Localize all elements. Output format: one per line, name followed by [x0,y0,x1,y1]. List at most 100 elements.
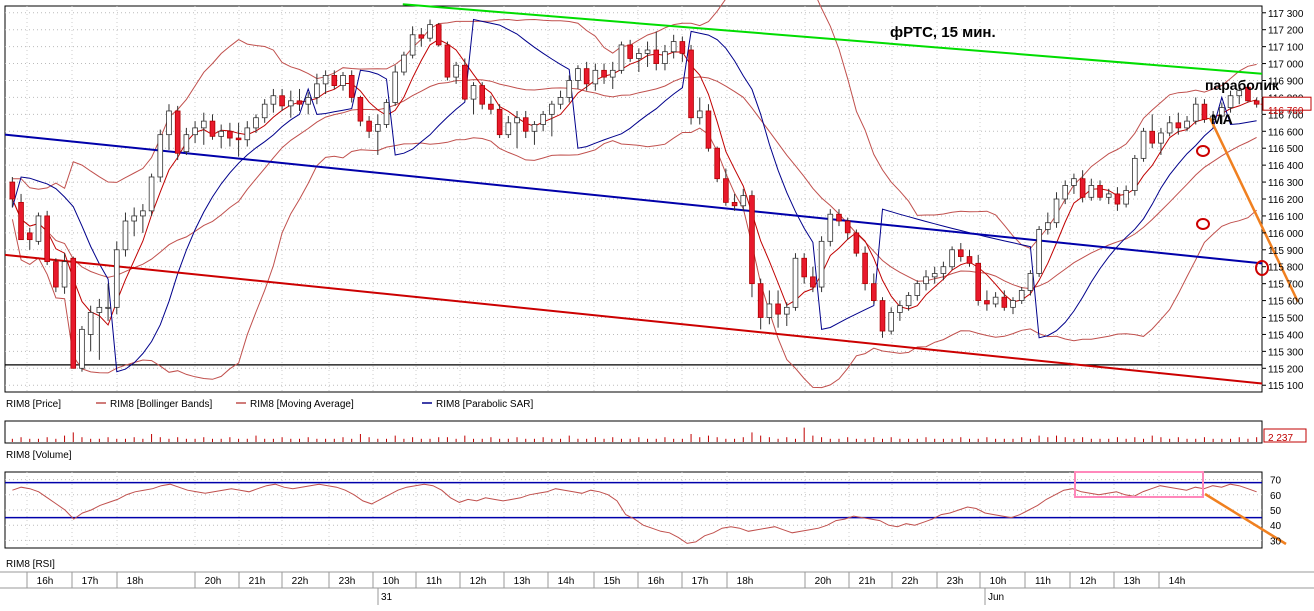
candle-body [348,75,355,98]
candle-body [1097,185,1103,198]
candle-body [1236,90,1243,97]
candle-body [540,113,546,125]
candle-body [1140,130,1147,159]
candle-body [914,283,921,296]
candle-body [200,120,207,129]
price-tick-label: 116 100 [1268,212,1304,223]
candle-body [87,312,94,335]
candle-body [853,232,860,254]
annotation-parabolic: параболик [1205,77,1280,93]
marker-circle-lower [1196,218,1210,230]
candle-body [862,252,868,285]
candle-body [514,117,520,124]
candle-body [1079,178,1086,198]
candle-body [35,215,42,242]
candle-body [1036,229,1042,274]
price-tick-label: 117 200 [1268,26,1304,37]
candle-body [26,232,33,241]
price-tick-label: 116 200 [1268,195,1304,206]
candle-body [897,305,903,313]
price-tick-label: 116 300 [1268,178,1304,189]
price-tick-label: 117 000 [1268,60,1304,71]
candle-body [818,240,825,288]
candle-body [1088,185,1095,198]
price-tick-label: 115 400 [1268,330,1304,341]
candle-body [731,201,738,207]
candle-body [1071,178,1077,186]
candle-body [1001,296,1008,308]
candle-body [992,296,999,305]
time-axis-label: 12h [1080,576,1097,587]
candle-body [827,213,834,242]
candle-body [253,117,259,129]
price-tick-label: 116 500 [1268,144,1304,155]
price-tick-label: 115 300 [1268,347,1304,358]
arrow-rsi [1204,492,1287,546]
price-tick-label: 115 700 [1268,280,1304,291]
candle-body [940,266,947,274]
candle-body [749,195,755,285]
candle-body [235,137,242,141]
price-tick-label: 117 100 [1268,43,1304,54]
time-axis-label: 12h [470,576,487,587]
candle-body [244,127,251,141]
candle-body [775,303,781,315]
candle-body [496,108,503,136]
candle-body [801,257,807,278]
candle-body [1201,103,1208,120]
time-axis-label: 18h [127,576,144,587]
bollinger-middle-line [11,76,1257,290]
price-tick-label: 116 000 [1268,229,1304,240]
price-tick-label: 116 700 [1268,110,1304,121]
candle-body [662,51,668,64]
candle-body [401,54,407,73]
candle-body [322,75,329,85]
candle-body [1053,198,1060,224]
last-price-label: 116 760 [1268,106,1304,117]
candle-body [531,124,538,132]
candle-body [157,134,164,178]
time-axis-label: 22h [902,576,919,587]
candle-body [479,85,486,105]
candle-body [209,120,216,137]
candle-body [688,49,694,119]
time-axis-label: 10h [990,576,1007,587]
candle-body [140,210,146,217]
candle-body [392,71,399,103]
last-price-box [1262,96,1312,111]
arrow-price [1208,117,1300,303]
day-label: 31 [381,592,393,603]
candle-body [618,44,625,71]
candle-body [696,110,703,119]
candle-body [183,134,190,152]
candle-body [453,64,459,78]
candle-body [427,24,433,39]
candle-body [227,130,233,139]
candle-body [1010,300,1016,308]
candle-body [766,303,773,318]
bollinger-lower-line [11,127,1257,389]
trendline-green [402,3,1263,75]
time-axis-label: 23h [947,576,964,587]
rsi-tick-label: 40 [1270,521,1282,532]
candle-body [1018,290,1025,301]
time-axis-label: 20h [205,576,222,587]
candle-body [488,103,494,110]
candle-body [905,295,912,307]
trendline-red [4,253,1263,385]
time-axis-label: 21h [859,576,876,587]
candle-body [923,276,929,285]
time-axis-label: 14h [1169,576,1186,587]
candle-body [644,49,651,54]
legend-parabolic-sar: RIM8 [Parabolic SAR] [436,399,533,410]
candle-body [1192,103,1199,122]
candle-body [470,85,477,100]
candle-body [1027,273,1034,291]
price-tick-label: 116 900 [1268,76,1304,87]
candle-body [723,178,729,203]
candle-body [601,69,607,78]
time-axis-label: 17h [82,576,99,587]
candle-body [966,256,973,264]
